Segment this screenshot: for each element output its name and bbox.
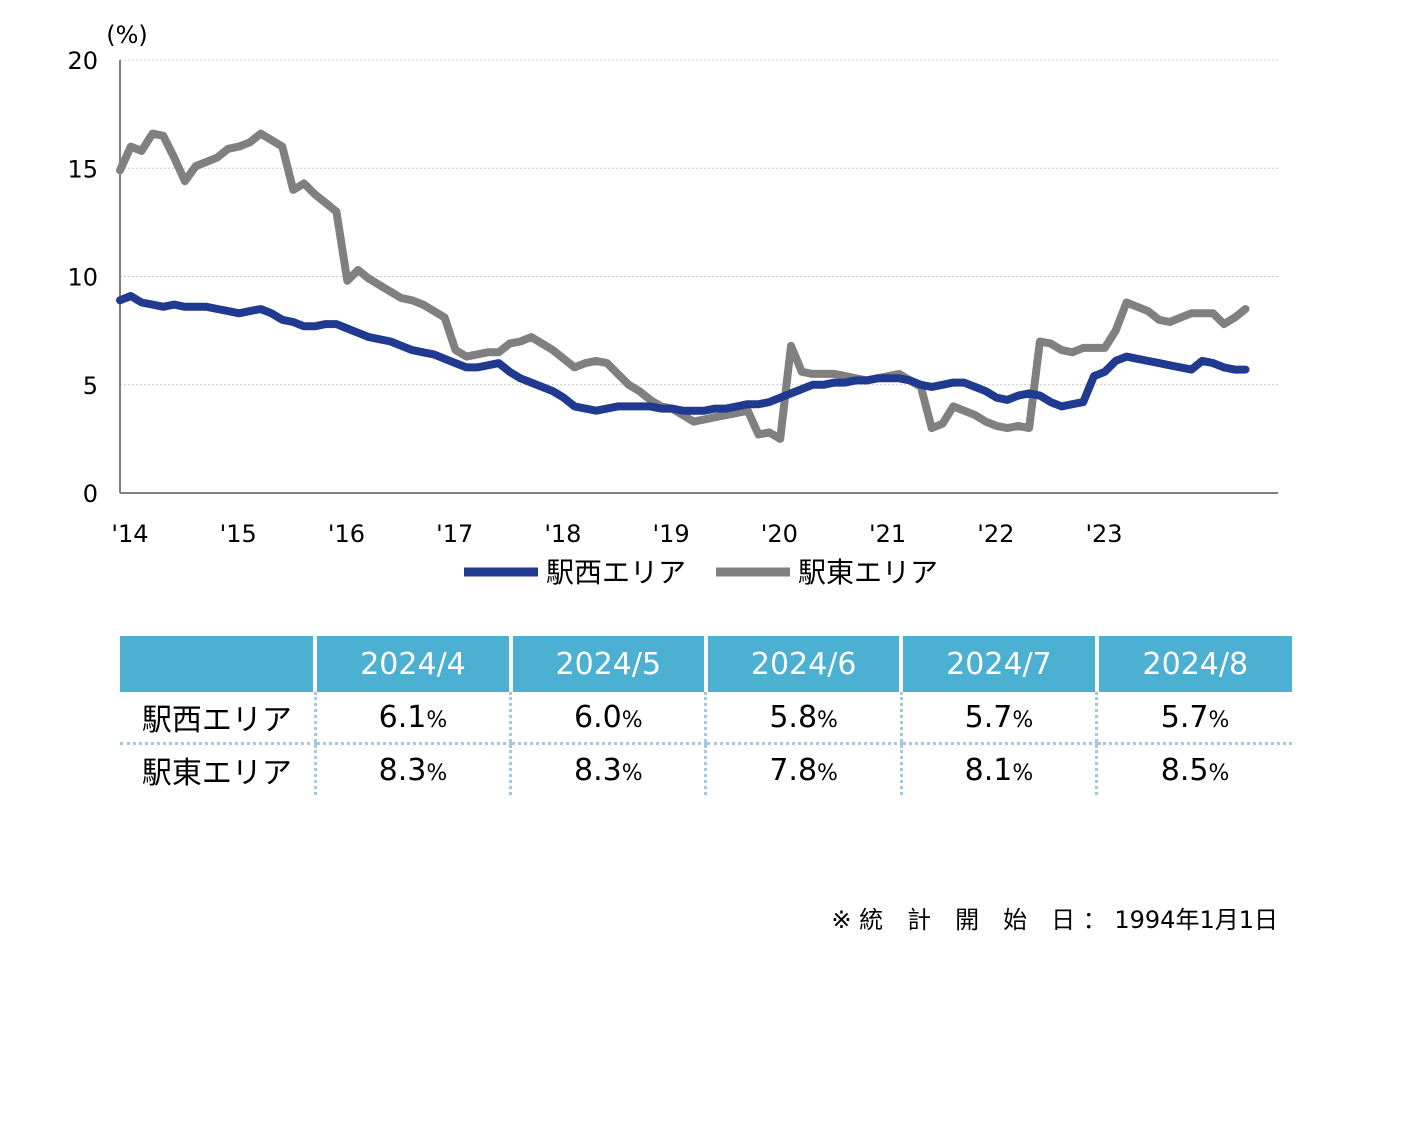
footnote: ※ 統 計 開 始 日 ： 1994年1月1日 [831,906,1278,934]
table-cell: 8.1% [899,743,1097,795]
cell-value: 5.8 [769,699,818,735]
cell-value: 7.8 [769,752,818,788]
series-line-west [116,292,1250,415]
y-tick-label: 5 [83,372,98,400]
table-cell: 5.7% [1095,692,1292,745]
x-tick-label: '21 [869,520,906,548]
cell-unit: % [1208,707,1230,733]
table-header-cell [120,636,316,692]
x-tick-label: '22 [977,520,1014,548]
cell-value: 8.3 [378,752,427,788]
table-cell: 8.3% [509,743,706,795]
cell-value: 6.1 [378,699,427,735]
y-tick-label: 10 [67,264,98,292]
table-header-cell: 2024/7 [899,636,1097,692]
cell-unit: % [817,707,838,733]
table-header-cell: 2024/6 [703,636,902,692]
x-tick-label: '18 [544,520,581,548]
table-header-row: 2024/4 2024/5 2024/6 2024/7 2024/8 [120,636,1292,692]
table-header-cell: 2024/4 [313,636,511,692]
table-cell: 6.0% [509,692,706,745]
table-cell: 8.3% [313,743,511,795]
x-tick-label: '16 [328,520,365,548]
legend-label: 駅西エリア [546,556,686,589]
series-lines [116,129,1250,443]
x-tick-label: '14 [111,520,148,548]
table-header-cell: 2024/5 [508,636,706,692]
cell-unit: % [1012,760,1034,786]
cell-unit: % [1208,760,1230,786]
legend: 駅西エリア 駅東エリア [464,556,938,589]
table-row: 駅西エリア 6.1% 6.0% 5.8% 5.7% 5.7% [120,692,1292,745]
x-tick-label: '19 [653,520,690,548]
x-tick-label: '17 [436,520,473,548]
y-tick-label: 15 [67,155,98,183]
table-cell: 6.1% [313,692,511,745]
y-tick-label: 0 [83,480,98,508]
cell-unit: % [621,707,643,733]
table-row: 駅東エリア 8.3% 8.3% 7.8% 8.1% 8.5% [120,743,1292,795]
y-axis-unit: (%) [106,21,148,49]
row-label: 駅東エリア [141,756,292,791]
x-tick-label: '20 [761,520,798,548]
cell-value: 8.5 [1160,752,1209,788]
cell-value: 8.3 [574,752,622,788]
x-tick-label: '23 [1085,520,1122,548]
table-cell: 5.7% [899,692,1097,745]
cell-unit: % [817,760,838,786]
cell-unit: % [426,760,448,786]
row-label: 駅西エリア [120,692,316,745]
cell-value: 5.7 [1160,699,1209,735]
cell-value: 8.1 [964,752,1013,788]
vacancy-rate-table: 2024/4 2024/5 2024/6 2024/7 2024/8 駅西エリア… [120,636,1292,795]
cell-unit: % [426,707,448,733]
axes: 0 5 10 15 20 (%) '14 '15 '16 '17 '18 '19 '20 '21 '22 '2… [67,21,1278,548]
line-chart: 0 5 10 15 20 (%) '14 '15 '16 '17 '18 '19 '20 '21 '22 '2… [67,21,1278,589]
gridlines [120,59,1278,386]
table-cell: 7.8% [704,743,902,795]
cell-unit: % [621,760,643,786]
y-tick-label: 20 [67,47,98,75]
cell-unit: % [1012,707,1034,733]
table-header-cell: 2024/8 [1094,636,1292,692]
table-cell: 5.8% [704,692,902,745]
cell-value: 6.0 [574,699,622,735]
legend-label: 駅東エリア [798,556,938,589]
table-cell: 8.5% [1095,743,1292,795]
cell-value: 5.7 [964,699,1013,735]
x-tick-label: '15 [220,520,257,548]
series-line-east [116,129,1250,443]
